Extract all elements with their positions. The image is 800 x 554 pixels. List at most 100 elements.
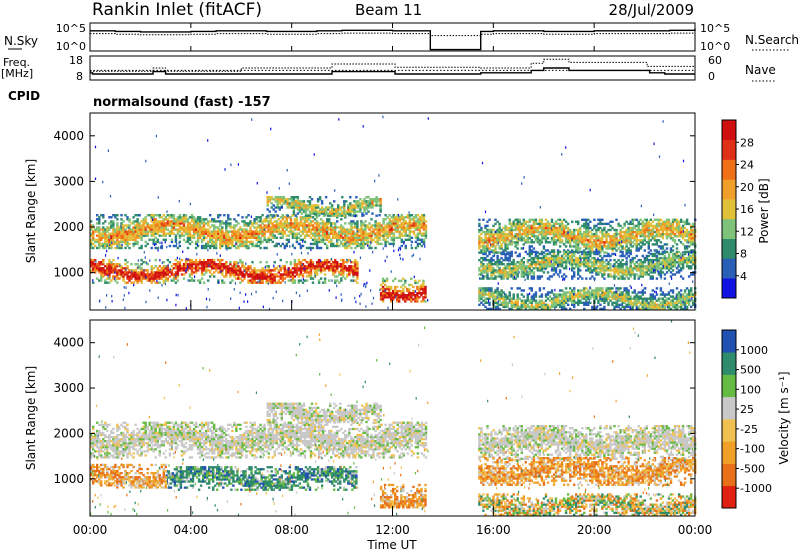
echo-cell [188, 238, 192, 241]
echo-cell [302, 200, 306, 203]
echo-cell [286, 200, 289, 203]
echo-cell [211, 232, 214, 235]
echo-cell [388, 232, 391, 235]
echo-cell [202, 222, 206, 225]
echo-cell [599, 222, 602, 226]
echo-cell [603, 273, 606, 276]
echo-cell [112, 275, 115, 278]
echo-cell [104, 228, 107, 231]
echo-cell [126, 226, 129, 229]
echo-cell [655, 230, 659, 234]
echo-cell [506, 265, 509, 268]
echo-cell [480, 249, 483, 252]
echo-cell [261, 279, 264, 282]
echo-cell [564, 235, 568, 238]
echo-cell [211, 242, 214, 246]
echo-cell [396, 285, 399, 289]
echo-cell [122, 234, 125, 237]
echo-cell [292, 198, 296, 201]
echo-cell [318, 208, 322, 211]
echo-cell [358, 242, 361, 246]
echo-cell [120, 232, 123, 235]
echo-cell [271, 275, 274, 278]
echo-cell [540, 222, 544, 226]
echo-cell [303, 234, 307, 237]
echo-cell [356, 236, 359, 239]
echo-cell [152, 230, 155, 233]
echo-cell [623, 222, 626, 226]
echo-cell [350, 267, 353, 270]
echo-cell [496, 232, 499, 236]
echo-cell [317, 230, 321, 233]
echo-cell [344, 230, 347, 233]
echo-cell [281, 216, 284, 219]
echo-cell [542, 261, 546, 264]
echo-cell [544, 232, 548, 236]
echo-cell [575, 249, 578, 252]
echo-cell [106, 267, 109, 270]
echo-cell [333, 200, 336, 203]
echo-cell [613, 247, 616, 250]
echo-cell [340, 271, 343, 274]
echo-cell [337, 212, 340, 215]
echo-cell [205, 263, 208, 266]
echo-cell [160, 230, 163, 233]
echo-cell [286, 202, 289, 205]
echo-cell [643, 243, 646, 246]
echo-cell [685, 228, 689, 232]
echo-cell [558, 224, 562, 228]
echo-cell [348, 265, 351, 268]
echo-cell [516, 226, 519, 230]
echo-cell [532, 230, 536, 234]
echo-cell [350, 269, 353, 272]
echo-cell [296, 202, 300, 205]
echo-cell [659, 245, 663, 248]
echo-cell [554, 267, 558, 270]
echo-cell [516, 273, 519, 276]
echo-cell [156, 224, 159, 227]
echo-cell [328, 232, 331, 235]
echo-cell [168, 232, 172, 235]
echo-cell [259, 273, 262, 276]
echo-cell [338, 265, 341, 268]
echo-cell [255, 238, 258, 241]
echo-cell [323, 224, 327, 227]
echo-cell [98, 220, 101, 223]
echo-cell [340, 273, 343, 276]
echo-cell [263, 275, 266, 278]
echo-cell [587, 241, 590, 244]
echo-cell [615, 243, 618, 246]
echo-cell [174, 267, 178, 270]
echo-cell [114, 263, 117, 266]
echo-cell [611, 243, 614, 246]
echo-cell [223, 222, 226, 225]
echo-cell [332, 263, 335, 266]
echo-cell [558, 250, 562, 254]
echo-cell [651, 220, 654, 223]
echo-cell [355, 206, 358, 209]
echo-cell [408, 228, 411, 231]
echo-cell [408, 234, 411, 237]
echo-cell [140, 273, 143, 276]
echo-cell [235, 277, 238, 280]
echo-cell [340, 265, 343, 268]
echo-cell [277, 281, 280, 284]
echo-cell [166, 271, 169, 274]
echo-cell [422, 218, 426, 221]
echo-cell [653, 237, 657, 240]
echo-cell [362, 234, 365, 237]
echo-cell [348, 242, 351, 246]
echo-cell [488, 241, 491, 244]
echo-cell [502, 241, 505, 244]
echo-cell [482, 269, 485, 272]
echo-cell [486, 241, 489, 244]
echo-cell [554, 228, 558, 232]
echo-cell [108, 216, 111, 219]
echo-cell [347, 210, 350, 213]
echo-cell [573, 241, 576, 244]
echo-cell [194, 230, 198, 233]
echo-cell [102, 216, 105, 219]
echo-cell [98, 279, 101, 282]
echo-cell [120, 226, 123, 229]
echo-cell [593, 241, 596, 244]
